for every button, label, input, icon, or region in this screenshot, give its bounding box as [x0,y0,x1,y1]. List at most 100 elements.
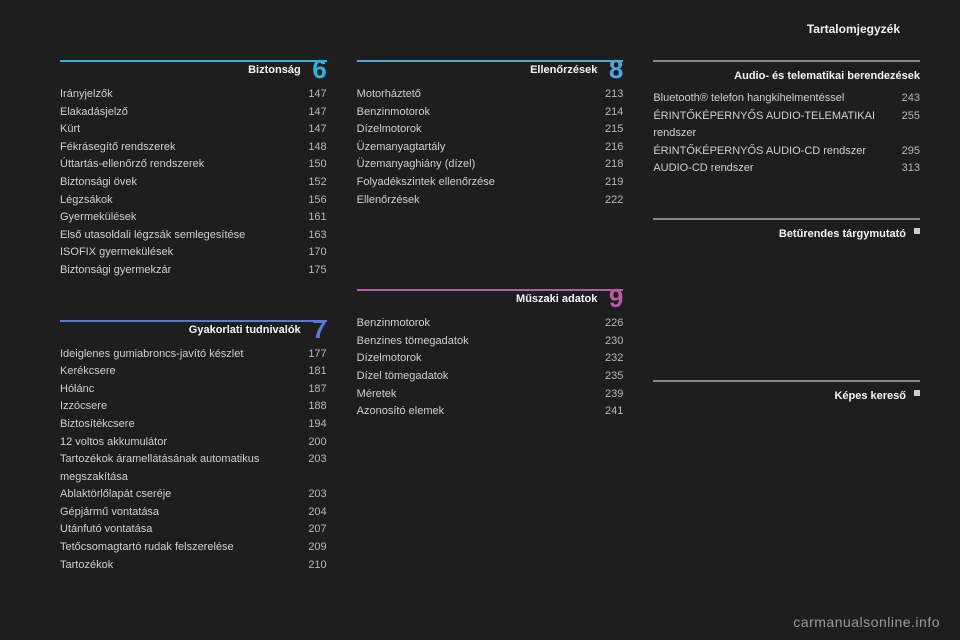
section-visual-title: Képes kereső [653,388,920,402]
toc-page: 214 [591,104,623,122]
toc-label: Dízelmotorok [357,350,434,368]
toc-label: Úttartás-ellenőrző rendszerek [60,156,216,174]
toc-page: 152 [295,174,327,192]
index-title-text: Betűrendes tárgymutató [779,228,906,240]
toc-page: 156 [295,192,327,210]
toc-label: 12 voltos akkumulátor [60,434,179,452]
toc-label: Benzines tömegadatok [357,333,481,351]
index-divider [653,218,920,220]
toc-label: Azonosító elemek [357,403,456,421]
toc-row[interactable]: Izzócsere188 [60,398,327,416]
section-9-number: 9 [609,285,623,311]
toc-page: 187 [295,381,327,399]
toc-label: Gépjármű vontatása [60,504,171,522]
toc-label: Ellenőrzések [357,192,432,210]
toc-page: 147 [295,104,327,122]
toc-row[interactable]: Benzinmotorok 214 [357,104,624,122]
toc-row[interactable]: Biztonsági övek 152 [60,174,327,192]
toc-row[interactable]: Dízelmotorok 232 [357,350,624,368]
section-audio-list: Bluetooth® telefon hangkihelmentéssel243… [653,90,920,178]
toc-label: Légzsákok [60,192,125,210]
toc-label: Első utasoldali légzsák semlegesítése [60,227,257,245]
section-8-list: Motorháztető213Benzinmotorok214Dízelmoto… [357,86,624,209]
toc-row[interactable]: Utánfutó vontatása 207 [60,521,327,539]
toc-row[interactable]: Biztonsági gyermekzár175 [60,262,327,280]
toc-page: 219 [591,174,623,192]
toc-label: Fékrásegítő rendszerek [60,139,188,157]
toc-row[interactable]: Kerékcsere181 [60,363,327,381]
toc-row[interactable]: Azonosító elemek 241 [357,403,624,421]
toc-row[interactable]: Dízelmotorok215 [357,121,624,139]
section-audio-title: Audio- és telematikai berendezések [653,68,920,82]
toc-page: 209 [295,539,327,557]
toc-row[interactable]: 12 voltos akkumulátor200 [60,434,327,452]
toc-row[interactable]: Légzsákok 156 [60,192,327,210]
toc-row[interactable]: Méretek239 [357,386,624,404]
toc-row[interactable]: Üzemanyaghiány (dízel)218 [357,156,624,174]
toc-label: Benzinmotorok [357,104,442,122]
toc-page: 230 [591,333,623,351]
toc-page: 177 [295,346,327,364]
toc-page: 188 [295,398,327,416]
toc-label: Utánfutó vontatása [60,521,164,539]
toc-label: Tetőcsomagtartó rudak felszerelése [60,539,246,557]
toc-page: 216 [591,139,623,157]
toc-row[interactable]: ÉRINTŐKÉPERNYŐS AUDIO-TELEMATIKAI rendsz… [653,108,920,143]
toc-row[interactable]: Tartozékok áramellátásának automatikus m… [60,451,327,486]
toc-row[interactable]: Benzines tömegadatok 230 [357,333,624,351]
toc-page: 207 [295,521,327,539]
visual-title-text: Képes kereső [834,390,906,402]
toc-row[interactable]: ISOFIX gyermekülések 170 [60,244,327,262]
toc-label: Biztonsági övek [60,174,149,192]
toc-row[interactable]: Gyermekülések161 [60,209,327,227]
toc-page: 147 [295,121,327,139]
toc-page: 241 [591,403,623,421]
toc-row[interactable]: Gépjármű vontatása 204 [60,504,327,522]
toc-row[interactable]: AUDIO-CD rendszer313 [653,160,920,178]
toc-row[interactable]: Tetőcsomagtartó rudak felszerelése 209 [60,539,327,557]
toc-row[interactable]: Folyadékszintek ellenőrzése219 [357,174,624,192]
section-9-head: Műszaki adatok 9 [357,289,624,305]
toc-row[interactable]: Irányjelzők147 [60,86,327,104]
toc-label: Dízel tömegadatok [357,368,461,386]
toc-page: 255 [888,108,920,143]
toc-label: Hólánc [60,381,106,399]
toc-row[interactable]: Dízel tömegadatok235 [357,368,624,386]
toc-row[interactable]: Elakadásjelző147 [60,104,327,122]
toc-label: Benzinmotorok [357,315,442,333]
toc-page: 148 [295,139,327,157]
toc-label: Dízelmotorok [357,121,434,139]
toc-row[interactable]: Üzemanyagtartály216 [357,139,624,157]
toc-row[interactable]: Kürt147 [60,121,327,139]
toc-page: 232 [591,350,623,368]
footer-link[interactable]: carmanualsonline.info [793,614,940,630]
toc-row[interactable]: Fékrásegítő rendszerek 148 [60,139,327,157]
toc-page: 170 [295,244,327,262]
section-9: Műszaki adatok 9 Benzinmotorok226Benzine… [357,289,624,421]
toc-label: Ablaktörlőlapát cseréje [60,486,183,504]
section-7-number: 7 [312,316,326,342]
toc-page: 218 [591,156,623,174]
toc-label: Kerékcsere [60,363,128,381]
toc-row[interactable]: Bluetooth® telefon hangkihelmentéssel243 [653,90,920,108]
toc-row[interactable]: Ideiglenes gumiabroncs-javító készlet 177 [60,346,327,364]
toc-page: 204 [295,504,327,522]
toc-label: AUDIO-CD rendszer [653,160,765,178]
toc-row[interactable]: Ellenőrzések222 [357,192,624,210]
toc-row[interactable]: ÉRINTŐKÉPERNYŐS AUDIO-CD rendszer295 [653,143,920,161]
toc-row[interactable]: Motorháztető213 [357,86,624,104]
toc-row[interactable]: Hólánc 187 [60,381,327,399]
toc-row[interactable]: Ablaktörlőlapát cseréje203 [60,486,327,504]
section-7: Gyakorlati tudnivalók 7 Ideiglenes gumia… [60,320,327,575]
toc-label: ISOFIX gyermekülések [60,244,185,262]
section-9-list: Benzinmotorok226Benzines tömegadatok230D… [357,315,624,421]
toc-row[interactable]: Első utasoldali légzsák semlegesítése163 [60,227,327,245]
section-6-title: Biztonság [60,64,301,76]
toc-label: Biztonsági gyermekzár [60,262,183,280]
toc-row[interactable]: Tartozékok210 [60,557,327,575]
toc-row[interactable]: Biztosítékcsere194 [60,416,327,434]
toc-row[interactable]: Úttartás-ellenőrző rendszerek150 [60,156,327,174]
toc-page: 203 [295,451,327,486]
toc-row[interactable]: Benzinmotorok226 [357,315,624,333]
toc-label: Ideiglenes gumiabroncs-javító készlet [60,346,255,364]
